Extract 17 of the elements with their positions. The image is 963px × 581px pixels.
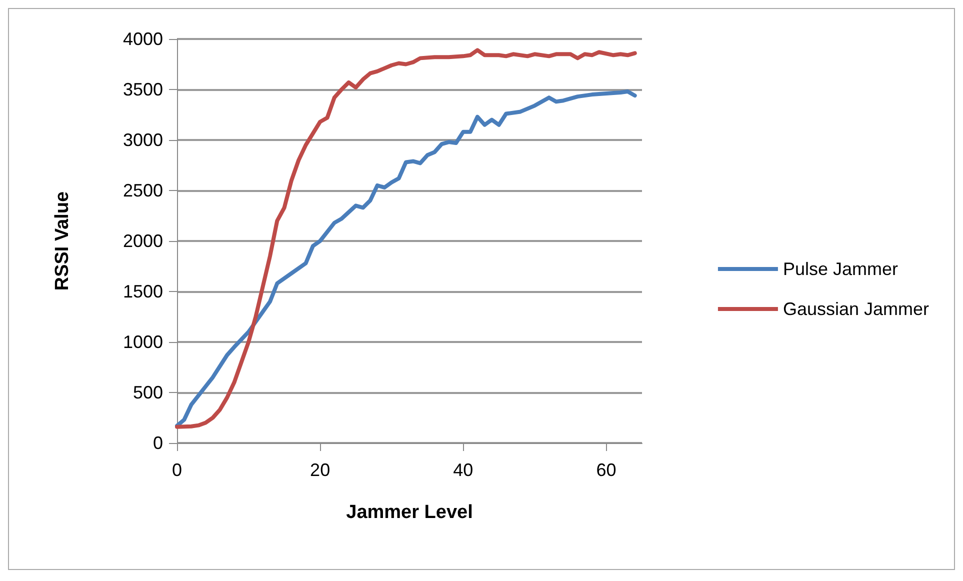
y-axis-title: RSSI Value	[52, 191, 73, 291]
x-tick-label: 40	[453, 460, 474, 480]
y-tick-label: 4000	[122, 29, 163, 49]
legend-label: Gaussian Jammer	[782, 299, 930, 319]
y-tick-label: 0	[152, 433, 163, 453]
y-tick-label: 1000	[122, 332, 163, 352]
y-tick-label: 500	[132, 382, 163, 402]
x-tick-label: 60	[596, 460, 616, 480]
y-tick-label: 3000	[122, 130, 163, 150]
x-tick-label: 0	[172, 460, 182, 480]
x-tick-label: 20	[310, 460, 330, 480]
y-tick-label: 2500	[122, 180, 163, 200]
y-tick-label: 2000	[122, 231, 163, 251]
legend-label: Pulse Jammer	[782, 259, 898, 279]
y-tick-label: 3500	[122, 80, 163, 100]
y-tick-label: 1500	[122, 282, 163, 302]
x-axis-title: Jammer Level	[346, 502, 473, 523]
